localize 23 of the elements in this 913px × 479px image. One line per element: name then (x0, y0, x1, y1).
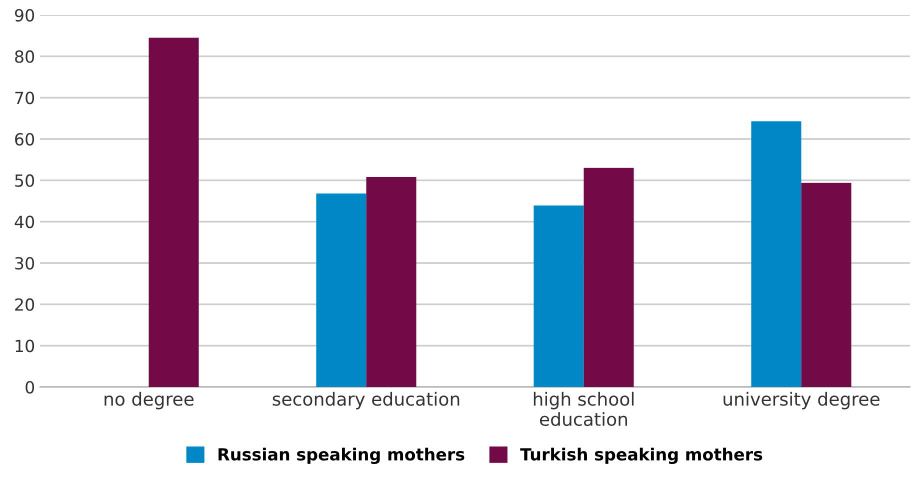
y-tick-label: 10 (16, 340, 34, 352)
y-tick-label: 60 (15, 132, 34, 146)
bar (751, 121, 802, 387)
y-tick-label: 90 (14, 8, 34, 22)
x-tick-label: high school education (534, 392, 634, 426)
y-tick-label: 80 (15, 50, 34, 63)
x-tick-label: university degree (724, 392, 880, 410)
y-tick-label: 40 (14, 216, 34, 228)
legend-label: Russian speaking mothers (218, 448, 464, 464)
y-tick-label: 0 (26, 380, 34, 394)
x-tick-label: no degree (104, 392, 194, 410)
bar (534, 206, 584, 387)
y-tick-label: 20 (15, 298, 34, 311)
bar (316, 194, 366, 387)
legend-label: Turkish speaking mothers (520, 448, 762, 464)
y-tick-label: 30 (15, 256, 34, 270)
y-tick-label: 70 (15, 92, 34, 104)
bar (584, 168, 634, 387)
bar (366, 177, 416, 387)
x-tick-label: secondary education (272, 392, 460, 410)
y-tick-label: 50 (15, 174, 34, 187)
bar (148, 38, 199, 387)
bar (801, 182, 852, 387)
